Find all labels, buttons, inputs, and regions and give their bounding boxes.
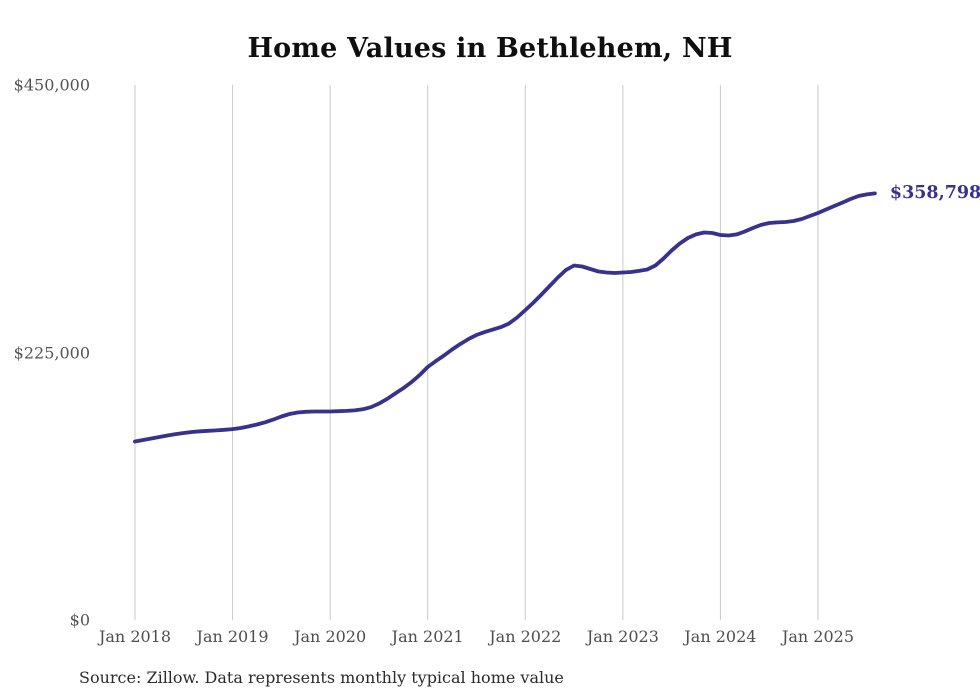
y-axis-tick-label: $225,000 (13, 343, 90, 362)
x-axis-tick-label: Jan 2021 (391, 627, 464, 646)
latest-value-label: $358,798 (889, 183, 980, 204)
x-axis-tick-label: Jan 2024 (684, 627, 757, 646)
y-axis-tick-label: $0 (69, 610, 90, 630)
x-axis-tick-label: Jan 2020 (294, 627, 367, 646)
y-axis-tick-label: $450,000 (13, 75, 90, 95)
x-axis-tick-label: Jan 2019 (196, 627, 269, 646)
source-note: Source: Zillow. Data represents monthly … (79, 668, 564, 687)
x-axis-tick-label: Jan 2025 (781, 627, 855, 646)
gridlines-group (134, 85, 819, 620)
chart-title: Home Values in Bethlehem, NH (247, 33, 733, 64)
x-axis-tick-label: Jan 2022 (489, 627, 562, 646)
x-axis-tick-label: Jan 2023 (586, 627, 659, 646)
x-axis-tick-label: Jan 2018 (98, 627, 172, 646)
home-value-line (133, 191, 877, 444)
